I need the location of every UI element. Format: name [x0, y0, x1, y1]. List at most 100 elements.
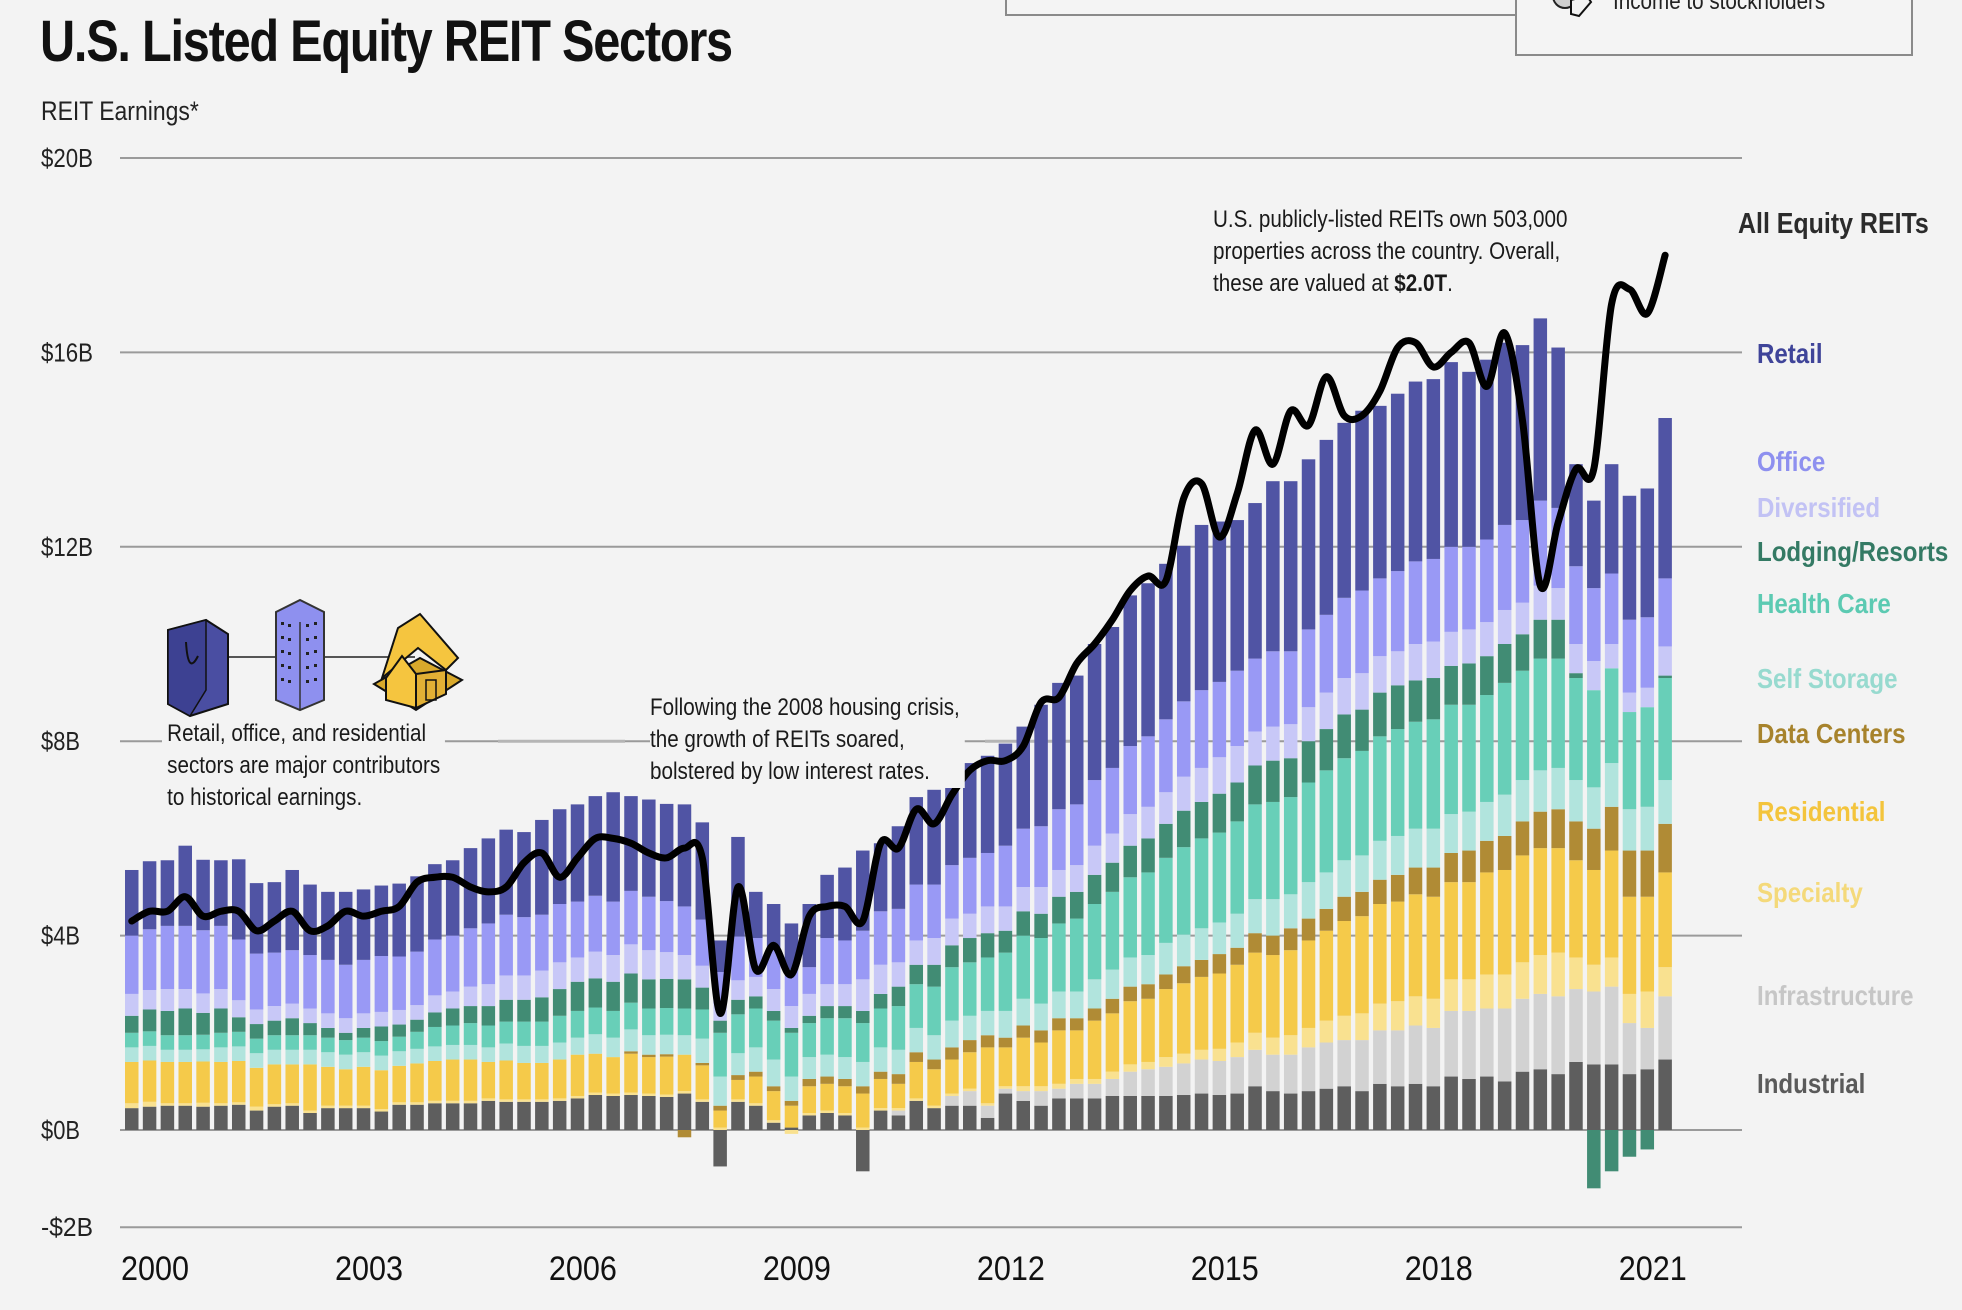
bar-segment-diversified — [1355, 673, 1369, 710]
bar-segment-office — [784, 969, 799, 1007]
bar-segment-lodging-resorts — [160, 1010, 175, 1036]
bar-segment-data-centers — [909, 1052, 924, 1062]
bar-segment-infrastructure — [1266, 1054, 1280, 1092]
bar-segment-diversified — [1604, 644, 1619, 669]
x-tick-label: 2012 — [977, 1250, 1045, 1288]
top-box-text: Income to stockholders — [1613, 0, 1826, 15]
bar-segment-residential — [731, 1079, 745, 1100]
bar-segment-specialty — [1319, 1020, 1334, 1043]
bar-segment-data-centers — [1480, 840, 1494, 873]
bar-segment-office — [1194, 690, 1209, 768]
bar-segment-self-storage — [873, 1047, 888, 1072]
bar-segment-data-centers — [980, 1035, 995, 1048]
bar-segment-office — [1319, 614, 1334, 693]
bar-segment-lodging-resorts — [1159, 823, 1173, 858]
bar-segment-diversified — [1337, 678, 1351, 715]
bar-segment-diversified — [927, 938, 941, 965]
bar-segment-retail — [1497, 342, 1512, 525]
bar-segment-diversified — [1622, 692, 1637, 713]
bar-segment-health-care — [1497, 682, 1512, 795]
bar-segment-lodging-resorts — [1034, 913, 1048, 939]
properties-annotation-line: properties across the country. Overall, — [1213, 238, 1561, 265]
bar-segment-lodging-resorts — [624, 973, 638, 1003]
bar-segment-infrastructure — [1480, 1008, 1494, 1077]
bar-segment-industrial — [1034, 1105, 1048, 1130]
bar-segment-infrastructure — [1016, 1091, 1030, 1101]
bar-segment-retail — [606, 792, 620, 902]
bar-segment-office — [1123, 746, 1137, 815]
bar-segment-specialty — [1069, 1078, 1084, 1084]
bar-segment-infrastructure — [1141, 1069, 1155, 1096]
bar-segment-data-centers — [963, 1040, 977, 1053]
bar-segment-health-care — [321, 1037, 335, 1053]
bar-stack — [1212, 521, 1227, 1130]
bar-segment-health-care — [766, 1020, 781, 1060]
bar-segment-data-centers — [749, 1071, 763, 1077]
legend-label-retail: Retail — [1757, 338, 1823, 369]
bar-segment-industrial — [1123, 1095, 1137, 1130]
bar-segment-health-care — [1266, 801, 1280, 900]
bar-segment-office — [267, 952, 282, 1007]
bar-segment-retail — [1604, 464, 1619, 574]
bar-segment-health-care — [1016, 935, 1030, 999]
bar-segment-office — [338, 964, 353, 1019]
bar-segment-lodging-resorts — [267, 1020, 282, 1036]
bar-segment-residential — [784, 1105, 799, 1128]
bar-segment-infrastructure — [1658, 996, 1672, 1060]
bar-stack — [642, 799, 656, 1130]
bar-segment-diversified — [963, 913, 977, 939]
bar-segment-diversified — [784, 1006, 799, 1028]
bar-segment-office — [677, 906, 692, 956]
bar-stack — [1426, 379, 1441, 1130]
bar-segment-residential — [606, 1057, 620, 1094]
bar-segment-diversified — [642, 950, 656, 980]
bar-segment-health-care — [499, 1021, 513, 1044]
crisis-annotation-line: bolstered by low interest rates. — [650, 758, 930, 785]
bar-segment-health-care — [1159, 857, 1173, 943]
bar-stack — [125, 869, 139, 1130]
bar-segment-lodging-resorts — [1123, 845, 1137, 878]
bar-segment-specialty — [160, 1103, 175, 1106]
bar-segment-specialty — [1123, 1064, 1137, 1072]
bar-segment-lodging-resorts — [1087, 874, 1102, 905]
bar-stack — [392, 883, 406, 1130]
bar-segment-office — [1248, 658, 1262, 732]
bar-segment-diversified — [1176, 776, 1191, 811]
bar-segment-residential — [1283, 950, 1298, 1036]
bar-segment-self-storage — [428, 1046, 442, 1061]
bar-segment-retail — [1480, 359, 1494, 540]
bar-segment-self-storage — [338, 1054, 353, 1070]
bar-segment-self-storage — [998, 1010, 1013, 1038]
bar-segment-retail — [142, 861, 157, 930]
bar-segment-specialty — [1497, 974, 1512, 1009]
bar-segment-specialty — [178, 1103, 192, 1106]
bar-segment-office — [481, 923, 496, 985]
bar-segment-self-storage — [1604, 763, 1619, 807]
bar-segment-lodging-resorts — [214, 1008, 228, 1033]
bar-segment-specialty — [606, 1093, 620, 1096]
bar-segment-specialty — [1444, 979, 1458, 1011]
bar-segment-retail — [1444, 362, 1458, 547]
bar-stack — [802, 904, 817, 1130]
bar-segment-office — [303, 955, 317, 1009]
bar-stack — [1230, 520, 1244, 1130]
bar-segment-specialty — [1159, 1057, 1173, 1067]
bar-segment-residential — [285, 1064, 299, 1104]
bar-segment-self-storage — [410, 1048, 424, 1064]
bar-segment-retail — [1426, 379, 1441, 559]
bar-segment-office — [624, 890, 638, 945]
bar-segment-office — [1069, 804, 1084, 866]
bar-segment-health-care — [1515, 670, 1530, 781]
bar-segment-retail — [1301, 459, 1316, 630]
bar-segment-office — [963, 857, 977, 914]
bar-segment-retail — [160, 860, 175, 926]
bar-segment-residential — [1016, 1037, 1030, 1087]
bar-segment-data-centers — [1390, 874, 1405, 902]
bar-segment-lodging-resorts — [749, 996, 763, 1009]
bar-segment-residential — [1658, 872, 1672, 968]
sector-icons — [167, 598, 464, 718]
bar-segment-self-storage — [1569, 780, 1583, 822]
bar-segment-self-storage — [552, 1042, 567, 1060]
bar-segment-lodging-resorts — [1069, 891, 1084, 919]
